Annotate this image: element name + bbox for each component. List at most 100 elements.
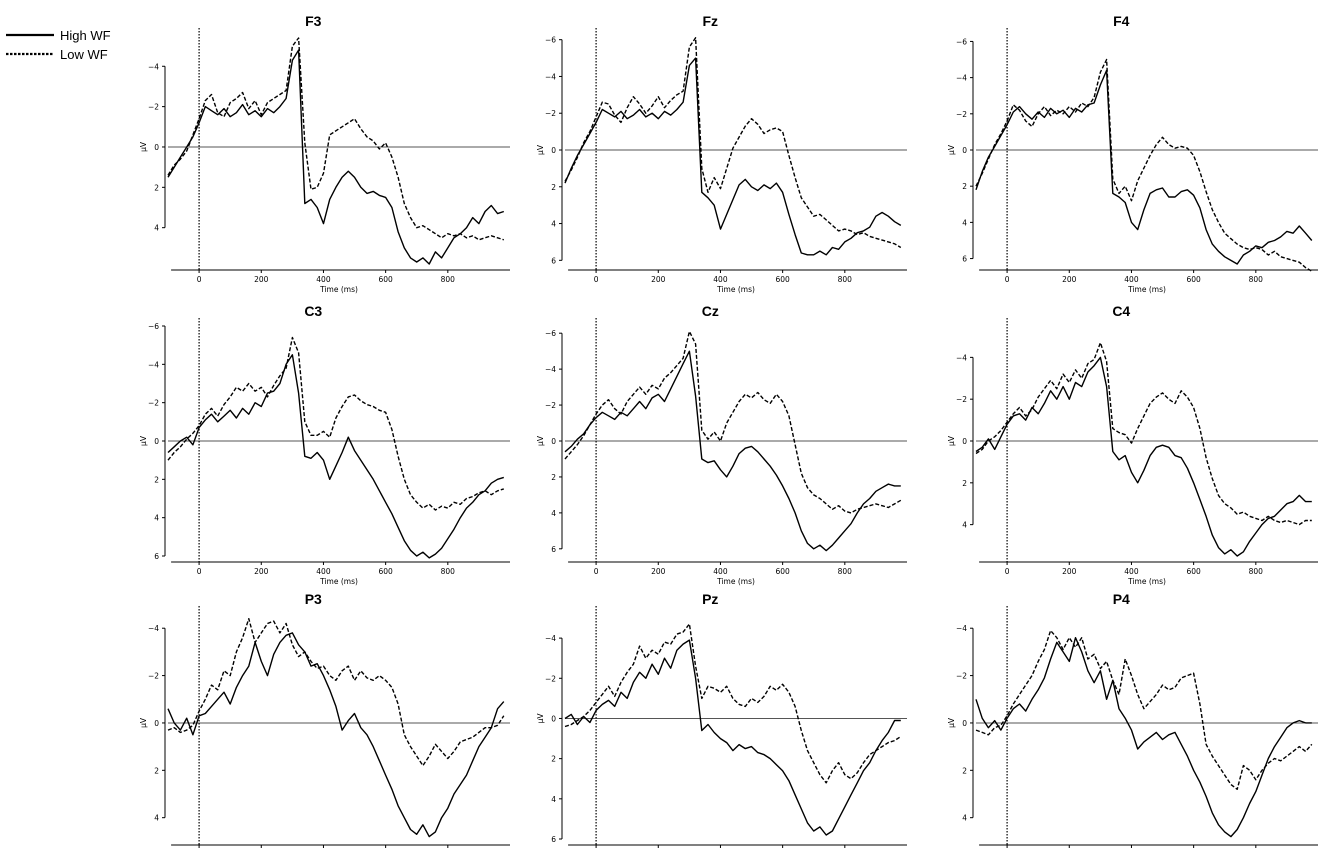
series-line-low-wf-f3 [167,37,505,241]
y-tick-label: 6 [551,835,556,844]
chart-title-f3: F3 [305,13,322,29]
y-tick-label: −2 [545,109,556,118]
series-line-high-wf-f4 [975,69,1313,265]
chart-title-p3: P3 [305,591,322,607]
y-axis-label-fz: µV [536,144,545,155]
x-axis-label-c3: Time (ms) [319,577,358,586]
chart-title-p4: P4 [1113,591,1130,607]
y-tick-label: 2 [551,183,556,192]
y-tick-label: 6 [962,255,967,264]
legend-label-low-wf: Low WF [60,46,108,62]
y-tick-label: 4 [962,521,967,530]
x-tick-label: 0 [197,567,202,576]
x-axis-label-cz: Time (ms) [716,577,755,586]
y-tick-label: 2 [551,755,556,764]
series-line-high-wf-f3 [167,49,505,265]
y-tick-label: 0 [154,143,159,152]
series-line-low-wf-f4 [975,58,1313,272]
legend: High WF Low WF [6,26,111,64]
y-tick-label: 4 [154,814,159,823]
y-tick-label: −6 [148,322,159,331]
series-line-low-wf-c4 [975,342,1312,526]
y-tick-label: 2 [962,479,967,488]
x-tick-label: 200 [254,275,269,284]
y-tick-label: 2 [154,766,159,775]
y-tick-label: −2 [956,110,967,119]
y-axis-label-f3: µV [139,141,148,152]
series-line-high-wf-c4 [975,356,1312,557]
x-tick-label: 800 [1249,567,1264,576]
y-tick-label: 0 [551,146,556,155]
chart-title-fz: Fz [702,13,718,29]
x-tick-label: 600 [378,567,393,576]
x-tick-label: 800 [441,567,456,576]
y-axis-label-c3: µV [139,435,148,446]
x-tick-label: 200 [1062,567,1077,576]
y-tick-label: 0 [551,714,556,723]
x-tick-label: 600 [775,275,790,284]
chart-panel-fz: Fz −6 −4 −2 0 2 4 6 µV 0 200 400 600 800 Time (ms) [536,13,907,294]
series-line-low-wf-fz [564,37,902,249]
y-tick-label: 6 [551,256,556,265]
y-axis-label-p4: µV [947,717,956,728]
y-tick-label: 6 [154,552,159,561]
series-line-high-wf-pz [564,639,901,836]
x-axis-label-f3: Time (ms) [319,285,358,294]
series-line-high-wf-cz [564,350,901,552]
y-tick-label: 4 [551,220,556,229]
y-tick-label: 4 [154,514,159,523]
y-tick-label: −4 [956,624,967,633]
legend-item-high-wf: High WF [6,26,111,44]
y-tick-label: −2 [148,399,159,408]
chart-title-c4: C4 [1112,303,1130,319]
y-tick-label: −6 [956,37,967,46]
chart-title-c3: C3 [304,303,322,319]
y-tick-label: −2 [545,401,556,410]
y-tick-label: −4 [545,365,556,374]
y-axis-label-c4: µV [947,435,956,446]
y-tick-label: −2 [956,395,967,404]
chart-title-pz: Pz [702,591,718,607]
y-tick-label: 2 [962,182,967,191]
series-line-low-wf-p3 [167,618,505,767]
y-axis-label-pz: µV [536,713,545,724]
y-tick-label: −4 [956,353,967,362]
x-tick-label: 0 [594,275,599,284]
x-axis-label-f4: Time (ms) [1127,285,1166,294]
x-tick-label: 400 [713,567,728,576]
x-tick-label: 0 [1005,275,1010,284]
x-tick-label: 400 [1124,567,1139,576]
chart-panel-f3: F3 −4 −2 0 2 4 µV 0 200 400 600 800 Time (ms) [139,13,510,294]
legend-item-low-wf: Low WF [6,45,111,63]
y-axis-label-f4: µV [947,144,956,155]
chart-title-f4: F4 [1113,13,1130,29]
y-tick-label: −4 [545,634,556,643]
y-tick-label: 0 [551,437,556,446]
x-tick-label: 0 [1005,567,1010,576]
y-tick-label: −2 [956,672,967,681]
chart-panel-c3: C3 −6 −4 −2 0 2 4 6 µV 0 200 400 600 800 Time (ms) [139,303,510,586]
x-tick-label: 200 [651,275,666,284]
x-tick-label: 800 [838,567,853,576]
x-tick-label: 0 [594,567,599,576]
y-tick-label: 2 [154,475,159,484]
y-tick-label: 0 [154,437,159,446]
y-tick-label: −6 [545,36,556,45]
y-tick-label: −4 [956,74,967,83]
y-tick-label: −2 [545,674,556,683]
x-axis-label-c4: Time (ms) [1127,577,1166,586]
y-tick-label: 0 [962,437,967,446]
y-tick-label: 4 [551,509,556,518]
chart-panel-c4: C4 −4 −2 0 2 4 µV 0 200 400 600 800 Time (ms) [947,303,1318,586]
series-line-high-wf-c3 [167,354,505,559]
x-tick-label: 600 [1186,567,1201,576]
x-tick-label: 800 [1249,275,1264,284]
series-line-high-wf-fz [564,57,902,256]
chart-panel-cz: Cz −6 −4 −2 0 2 4 6 µV 0 200 400 600 800 Time (ms) [536,303,907,586]
y-tick-label: 2 [154,183,159,192]
x-tick-label: 0 [197,275,202,284]
y-tick-label: 0 [154,719,159,728]
